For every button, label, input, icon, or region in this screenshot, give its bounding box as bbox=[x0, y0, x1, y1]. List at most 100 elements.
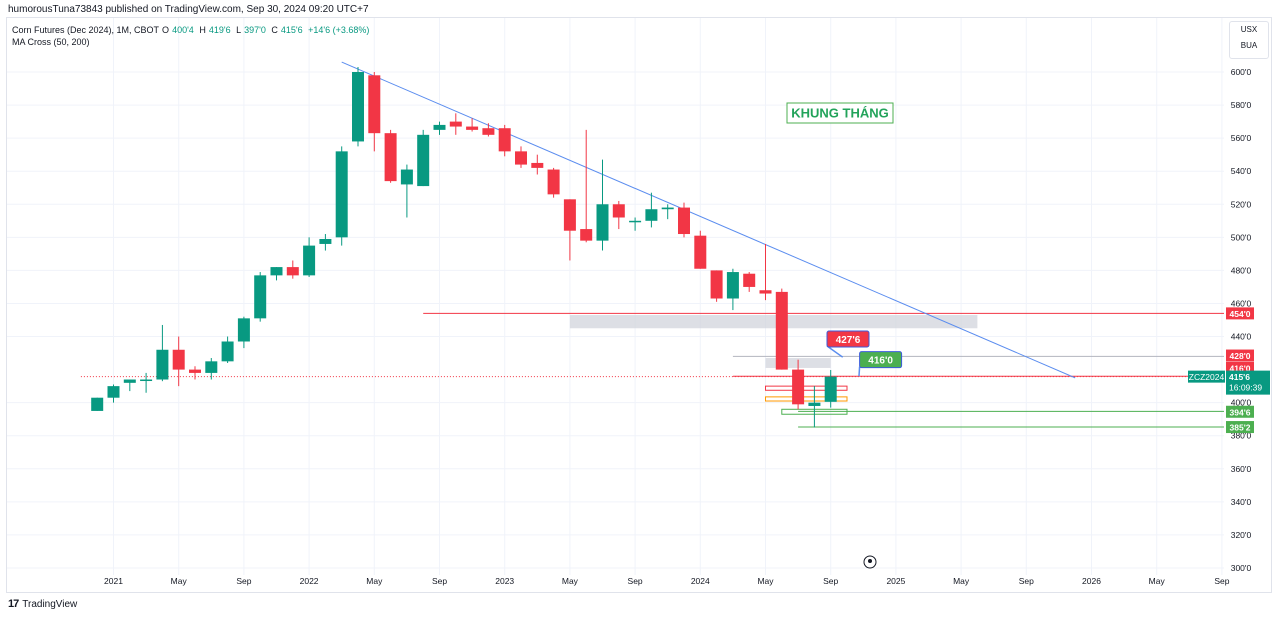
candle-body[interactable] bbox=[400, 169, 413, 185]
candle-body[interactable] bbox=[303, 245, 316, 276]
candle-body[interactable] bbox=[352, 72, 364, 142]
candle-body[interactable] bbox=[808, 402, 821, 406]
candle-body[interactable] bbox=[563, 199, 576, 231]
x-tick-label: May bbox=[1149, 576, 1166, 586]
candle-body[interactable] bbox=[156, 349, 169, 380]
candle-body[interactable] bbox=[482, 128, 495, 135]
candle-body[interactable] bbox=[645, 209, 658, 221]
legend-change: +14'6 (+3.68%) bbox=[308, 25, 370, 35]
candle-body[interactable] bbox=[547, 169, 560, 195]
x-tick-label: May bbox=[953, 576, 970, 586]
legend-close-value: 415'6 bbox=[280, 25, 303, 35]
y-tick-label: 380'0 bbox=[1231, 431, 1252, 441]
x-tick-label: 2024 bbox=[691, 576, 710, 586]
current-price-symbol-tag[interactable] bbox=[1188, 370, 1225, 383]
tradingview-logo-icon: 17 bbox=[8, 598, 19, 610]
candle-body[interactable] bbox=[368, 75, 381, 134]
candle-body[interactable] bbox=[270, 267, 283, 276]
candle-body[interactable] bbox=[449, 121, 462, 127]
candle-body[interactable] bbox=[694, 235, 707, 269]
legend-low-value: 397'0 bbox=[244, 25, 266, 35]
candle-body[interactable] bbox=[596, 204, 609, 241]
candle-body[interactable] bbox=[661, 207, 674, 210]
candle-body[interactable] bbox=[335, 151, 348, 238]
candle-body[interactable] bbox=[824, 376, 837, 402]
price-tag[interactable] bbox=[1226, 307, 1254, 320]
legend-ohlc-row: Corn Futures (Dec 2024), 1M, CBOT O 400'4 … bbox=[12, 24, 372, 36]
footer-brand-text: TradingView bbox=[22, 598, 78, 610]
currency-unit-box[interactable]: USX BUA bbox=[1229, 21, 1269, 59]
chart-frame bbox=[6, 17, 1272, 593]
candle-body[interactable] bbox=[678, 207, 690, 235]
trendline[interactable] bbox=[341, 61, 1076, 379]
candle-body[interactable] bbox=[205, 361, 218, 373]
candle-body[interactable] bbox=[433, 124, 446, 130]
x-tick-label: 2025 bbox=[886, 576, 905, 586]
candle-body[interactable] bbox=[91, 397, 104, 411]
price-tag[interactable] bbox=[1226, 421, 1254, 434]
legend-open-label: O bbox=[162, 25, 170, 35]
y-tick-label: 320'0 bbox=[1231, 530, 1252, 540]
y-tick-label: 520'0 bbox=[1231, 199, 1252, 209]
price-tag-label: 394'6 bbox=[1230, 407, 1251, 417]
annotation-box[interactable] bbox=[786, 102, 894, 124]
candle-body[interactable] bbox=[629, 220, 642, 223]
candle-body[interactable] bbox=[515, 151, 527, 165]
candle-body[interactable] bbox=[172, 349, 185, 370]
price-tag-label: 428'0 bbox=[1230, 351, 1251, 361]
currency-line-1: USX bbox=[1240, 25, 1258, 34]
x-tick-label: 2026 bbox=[1082, 576, 1101, 586]
candle-body[interactable] bbox=[123, 379, 136, 383]
candle-body[interactable] bbox=[221, 341, 234, 362]
legend-low-label: L bbox=[236, 25, 242, 35]
candle-body[interactable] bbox=[140, 379, 153, 382]
y-tick-label: 300'0 bbox=[1231, 563, 1252, 573]
y-tick-label: 400'0 bbox=[1231, 398, 1252, 408]
legend-symbol[interactable]: Corn Futures (Dec 2024), 1M, CBOT bbox=[12, 25, 160, 35]
callout-416-box[interactable] bbox=[859, 351, 903, 369]
callout-427-pointer bbox=[826, 345, 844, 358]
x-tick-label: May bbox=[562, 576, 579, 586]
candle-body[interactable] bbox=[612, 204, 625, 218]
price-tag-label: 416'0 bbox=[1230, 363, 1251, 373]
candle-body[interactable] bbox=[792, 369, 805, 405]
callout-427-box[interactable] bbox=[826, 330, 870, 348]
y-tick-label: 480'0 bbox=[1231, 265, 1252, 275]
candle-body[interactable] bbox=[710, 270, 723, 299]
callout-416-pointer bbox=[858, 366, 861, 377]
candle-body[interactable] bbox=[759, 290, 772, 294]
candle-body[interactable] bbox=[189, 369, 201, 373]
y-tick-label: 440'0 bbox=[1231, 332, 1252, 342]
candle-body[interactable] bbox=[384, 133, 397, 182]
x-tick-label: 2021 bbox=[104, 576, 123, 586]
callout-416-label: 416'0 bbox=[868, 356, 893, 367]
candle-body[interactable] bbox=[417, 134, 430, 187]
candle-body[interactable] bbox=[775, 291, 788, 370]
price-tag[interactable] bbox=[1226, 349, 1254, 362]
current-price-symbol: ZCZ2024 bbox=[1189, 372, 1225, 382]
candle-body[interactable] bbox=[726, 272, 739, 299]
current-price-tag[interactable] bbox=[1226, 370, 1270, 395]
zone-445-453[interactable] bbox=[569, 315, 978, 329]
candle-body[interactable] bbox=[107, 386, 120, 398]
candle-body[interactable] bbox=[319, 238, 332, 244]
price-tag[interactable] bbox=[1226, 405, 1254, 418]
footer-brand[interactable]: 17 TradingView bbox=[8, 598, 77, 610]
current-price-countdown: 16:09:39 bbox=[1229, 383, 1262, 393]
candle-body[interactable] bbox=[286, 267, 299, 276]
candle-body[interactable] bbox=[237, 318, 250, 342]
small-box-red[interactable] bbox=[765, 385, 848, 391]
candle-body[interactable] bbox=[580, 229, 593, 241]
legend-high-label: H bbox=[199, 25, 206, 35]
x-tick-label: Sep bbox=[823, 576, 838, 586]
legend-high-value: 419'6 bbox=[208, 25, 231, 35]
candle-body[interactable] bbox=[466, 126, 479, 130]
y-tick-label: 340'0 bbox=[1231, 497, 1252, 507]
candle-body[interactable] bbox=[531, 162, 544, 168]
legend-indicator[interactable]: MA Cross (50, 200) bbox=[12, 37, 90, 47]
candle-body[interactable] bbox=[254, 275, 267, 319]
candle-body[interactable] bbox=[743, 273, 756, 287]
candle-body[interactable] bbox=[498, 128, 511, 152]
small-box-orange[interactable] bbox=[765, 396, 848, 402]
